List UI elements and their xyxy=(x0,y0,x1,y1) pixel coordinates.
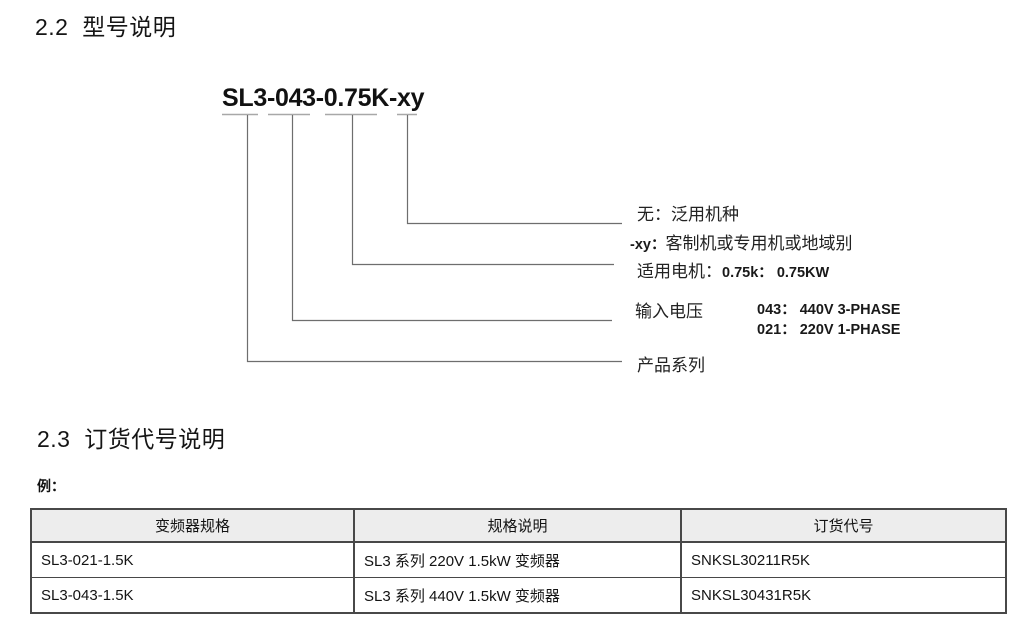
label-motor-title: 适用电机： xyxy=(637,262,722,281)
table-row: SL3-021-1.5K SL3 系列 220V 1.5kW 变频器 SNKSL… xyxy=(30,541,1007,578)
order-table-wrap: 变频器规格 规格说明 订货代号 SL3-021-1.5K SL3 系列 220V… xyxy=(30,508,1007,614)
table-header-row: 变频器规格 规格说明 订货代号 xyxy=(30,508,1007,543)
label-xy-text: 客制机或专用机或地域别 xyxy=(665,234,853,253)
cell-order-code: SNKSL30211R5K xyxy=(680,541,1007,578)
voltage-option-043: 043： 440V 3-PHASE xyxy=(757,302,901,318)
voltage-option-021: 021： 220V 1-PHASE xyxy=(757,322,901,338)
header-spec-description: 规格说明 xyxy=(353,508,682,543)
cell-spec-description: SL3 系列 440V 1.5kW 变频器 xyxy=(353,577,682,614)
model-breakdown-lines xyxy=(222,113,622,363)
model-number: SL3-043-0.75K-xy xyxy=(222,84,425,112)
cell-spec-description: SL3 系列 220V 1.5kW 变频器 xyxy=(353,541,682,578)
cell-order-code: SNKSL30431R5K xyxy=(680,577,1007,614)
order-table: 变频器规格 规格说明 订货代号 SL3-021-1.5K SL3 系列 220V… xyxy=(30,508,1007,614)
label-input-voltage: 输入电压 xyxy=(635,302,703,321)
label-xy-variant: -xy：客制机或专用机或地域别 xyxy=(630,229,852,254)
cell-inverter-spec: SL3-043-1.5K xyxy=(30,577,355,614)
table-row: SL3-043-1.5K SL3 系列 440V 1.5kW 变频器 SNKSL… xyxy=(30,577,1007,614)
section-heading-model: 2.2 型号说明 xyxy=(35,14,177,40)
cell-inverter-spec: SL3-021-1.5K xyxy=(30,541,355,578)
example-label: 例： xyxy=(37,478,65,494)
section-heading-order-code: 2.3 订货代号说明 xyxy=(37,426,226,452)
label-applicable-motor: 适用电机：0.75k： 0.75KW xyxy=(637,257,829,282)
header-inverter-spec: 变频器规格 xyxy=(30,508,355,543)
label-xy-prefix: -xy： xyxy=(630,237,666,253)
header-order-code: 订货代号 xyxy=(680,508,1007,543)
voltage-options: 043： 440V 3-PHASE 021： 220V 1-PHASE xyxy=(757,300,900,340)
label-general-variant: 无：泛用机种 xyxy=(637,205,739,224)
label-motor-value: 0.75k： 0.75KW xyxy=(722,265,830,281)
label-product-series: 产品系列 xyxy=(637,356,705,375)
